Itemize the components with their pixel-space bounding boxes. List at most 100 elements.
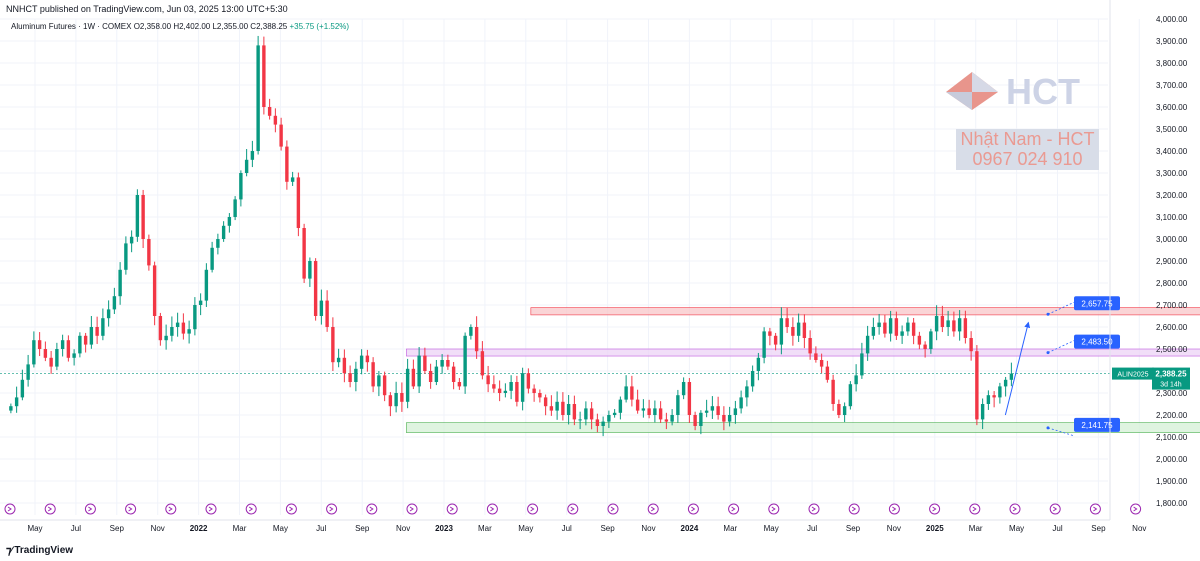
event-marker-icon[interactable] — [969, 503, 981, 515]
y-tick-label: 2,100.00 — [1156, 433, 1188, 442]
x-tick-label: Sep — [355, 524, 370, 533]
candle-body — [975, 351, 979, 420]
event-chevron-icon — [1093, 506, 1098, 512]
event-marker-icon[interactable] — [165, 503, 177, 515]
event-marker-icon[interactable] — [808, 503, 820, 515]
candle-body — [578, 419, 582, 421]
event-marker-icon[interactable] — [245, 503, 257, 515]
event-marker-icon[interactable] — [647, 503, 659, 515]
candle-body — [716, 406, 720, 415]
candle-body — [670, 415, 674, 422]
x-tick-label: Nov — [396, 524, 410, 533]
candle-body — [618, 399, 623, 413]
x-tick-label: Sep — [1091, 524, 1106, 533]
event-chevron-icon — [1052, 506, 1058, 512]
candle-body — [687, 382, 692, 415]
candle-body — [653, 408, 657, 415]
candle-body — [262, 45, 266, 107]
event-chevron-icon — [932, 506, 937, 512]
event-marker-icon[interactable] — [728, 503, 740, 515]
hct-logo: HCT — [944, 70, 1104, 130]
candle-body — [526, 373, 531, 389]
event-marker-icon[interactable] — [567, 503, 579, 515]
level-label-box — [1074, 296, 1120, 311]
event-chevron-icon — [128, 506, 133, 512]
candle-body — [89, 327, 94, 345]
candle-body — [267, 107, 272, 116]
candle-body — [20, 379, 25, 398]
y-tick-label: 3,600.00 — [1156, 103, 1188, 112]
candle-body — [331, 327, 335, 363]
candle-body — [273, 115, 278, 125]
event-marker-icon[interactable] — [607, 503, 619, 515]
event-marker-icon[interactable] — [888, 503, 900, 515]
candle-body — [612, 412, 617, 415]
x-tick-label: Jul — [1052, 524, 1062, 533]
y-tick-label: 1,800.00 — [1156, 499, 1188, 508]
candle-body — [768, 331, 772, 336]
event-marker-icon[interactable] — [44, 503, 56, 515]
event-marker-icon[interactable] — [446, 503, 458, 515]
event-marker-icon[interactable] — [527, 503, 539, 515]
event-chevron-icon — [449, 506, 455, 512]
candle-body — [382, 375, 387, 396]
candle-body — [509, 382, 513, 391]
candle-body — [825, 366, 830, 380]
candle-body — [354, 368, 358, 382]
candle-body — [595, 419, 600, 426]
candle-body — [14, 397, 19, 407]
candle-body — [837, 404, 841, 415]
y-tick-label: 1,900.00 — [1156, 477, 1188, 486]
tradingview-footer[interactable]: ⁊⁄ TradingView — [6, 544, 73, 557]
event-marker-icon[interactable] — [687, 503, 699, 515]
event-marker-icon[interactable] — [1049, 503, 1061, 515]
x-axis: May Jul Sep Nov 2022 Mar May Jul Sep Nov 2023 Mar Ma… — [0, 519, 1146, 533]
candle-body — [158, 316, 163, 341]
event-marker-icon[interactable] — [768, 503, 780, 515]
event-marker-icon[interactable] — [326, 503, 338, 515]
candle-body — [745, 386, 749, 398]
event-chevron-icon — [248, 506, 254, 512]
candle-body — [106, 309, 111, 319]
event-marker-icon[interactable] — [1009, 503, 1021, 515]
y-tick-label: 2,900.00 — [1156, 257, 1188, 266]
candle-body — [250, 151, 255, 160]
level-leader — [1047, 340, 1075, 353]
watermark-contact: Nhật Nam - HCT 0967 024 910 — [956, 129, 1099, 170]
candle-body — [1003, 379, 1008, 387]
event-marker-icon[interactable] — [366, 503, 378, 515]
candle-body — [463, 335, 467, 387]
y-axis: 4,000.00 3,900.00 3,800.00 3,700.00 3,600.00… — [1109, 0, 1190, 520]
candle-body — [704, 410, 709, 413]
y-tick-label: 2,000.00 — [1156, 455, 1188, 464]
event-marker-icon[interactable] — [1130, 503, 1142, 515]
candle-body — [802, 322, 807, 338]
candle-body — [986, 395, 991, 404]
candle-body — [135, 195, 140, 237]
event-marker-icon[interactable] — [125, 503, 137, 515]
x-tick-label: 2024 — [681, 524, 699, 533]
symbol-ohlc: Aluminum Futures · 1W · COMEX O2,358.00 … — [11, 22, 349, 31]
candle-body — [992, 395, 996, 398]
event-marker-icon[interactable] — [406, 503, 418, 515]
event-marker-icon[interactable] — [84, 503, 96, 515]
logo-brand-text: HCT — [1006, 71, 1080, 112]
event-marker-icon[interactable] — [929, 503, 941, 515]
event-marker-icon[interactable] — [1089, 503, 1101, 515]
candle-body — [83, 335, 88, 345]
candle-body — [727, 415, 732, 422]
event-marker-icon[interactable] — [4, 503, 16, 515]
candle-body — [285, 146, 289, 182]
candle-body — [917, 335, 922, 345]
event-marker-icon[interactable] — [285, 503, 297, 515]
event-marker-icon[interactable] — [205, 503, 217, 515]
candle-body — [848, 384, 853, 407]
ohlc-open: O2,358.00 — [133, 22, 172, 31]
event-marker-icon[interactable] — [486, 503, 498, 515]
candle-body — [37, 340, 42, 349]
candle-body — [796, 322, 801, 336]
candle-body — [641, 408, 646, 411]
event-marker-icon[interactable] — [848, 503, 860, 515]
candle-body — [124, 243, 128, 270]
